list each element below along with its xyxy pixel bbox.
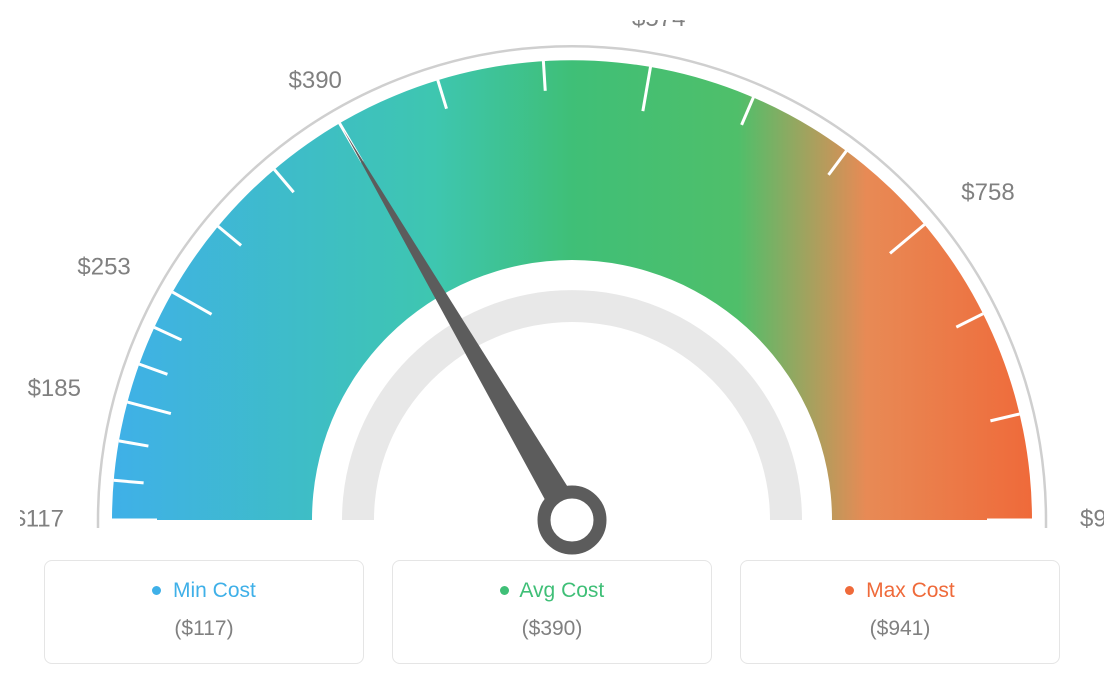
legend-max-value: ($941): [751, 617, 1049, 641]
svg-text:$253: $253: [77, 254, 130, 281]
legend-min-title: Min Cost: [55, 579, 353, 603]
gauge-svg: $117 $185 $253 $390 $574 $758 $941: [20, 20, 1104, 580]
legend-min-label: Min Cost: [173, 579, 256, 602]
dot-avg: [500, 586, 509, 595]
svg-text:$390: $390: [289, 67, 342, 94]
legend-avg-label: Avg Cost: [519, 579, 604, 602]
dot-min: [152, 586, 161, 595]
cost-gauge: $117$185$253$390$574$758$941: [20, 20, 1084, 560]
legend-avg-title: Avg Cost: [403, 579, 701, 603]
legend-max-title: Max Cost: [751, 579, 1049, 603]
dot-max: [845, 586, 854, 595]
legend-avg-value: ($390): [403, 617, 701, 641]
legend-max-label: Max Cost: [866, 579, 955, 602]
svg-text:$941: $941: [1080, 505, 1104, 532]
svg-text:$185: $185: [28, 375, 81, 402]
svg-text:$758: $758: [961, 179, 1014, 206]
legend-min-value: ($117): [55, 617, 353, 641]
svg-text:$117: $117: [20, 505, 64, 532]
svg-text:$574: $574: [632, 20, 685, 32]
